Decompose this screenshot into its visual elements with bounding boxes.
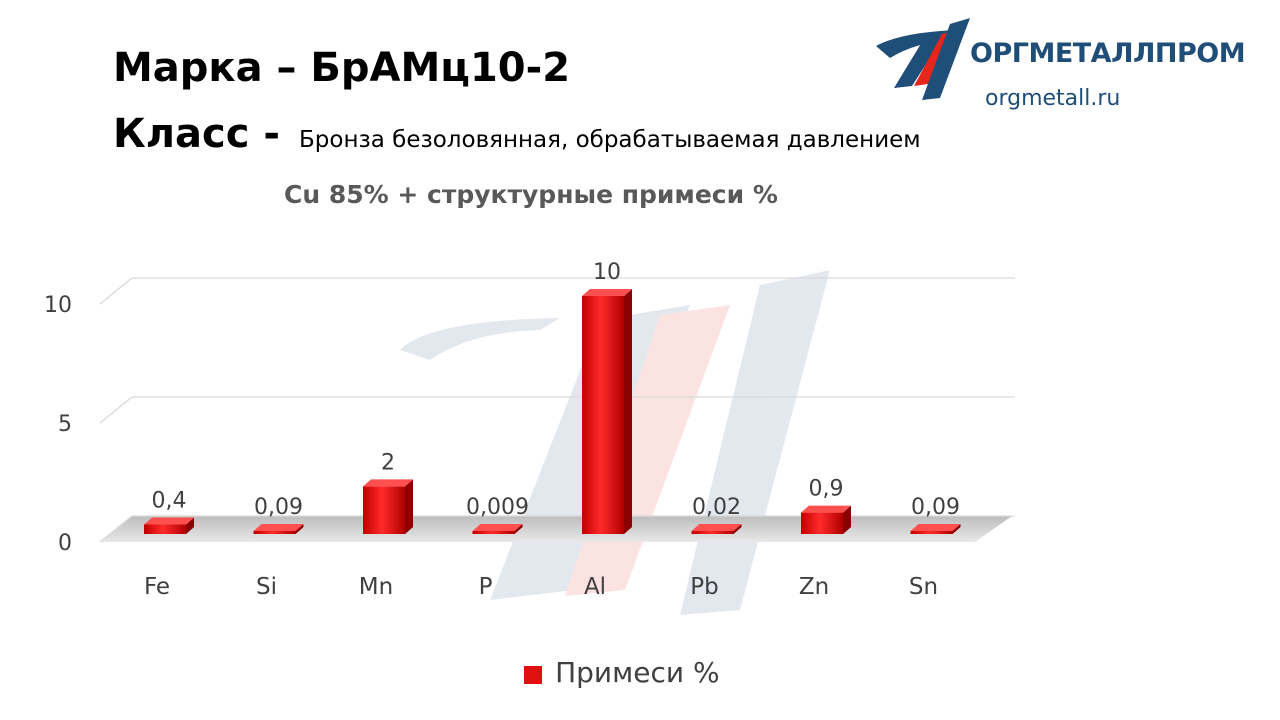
data-label: 0,009: [466, 495, 529, 520]
bar-top: [691, 524, 742, 531]
data-label: 0,02: [692, 495, 741, 520]
bar-side: [624, 289, 632, 534]
chart-grid: [99, 277, 1015, 543]
company-name: ОРГМЕТАЛЛПРОМ: [970, 38, 1246, 69]
bar-Al: [582, 296, 624, 534]
bar-P: [472, 531, 515, 534]
bar-Zn: [801, 512, 843, 534]
x-axis: Fe Si Mn P Al Pb Zn Sn: [144, 574, 938, 600]
bar-top: [801, 505, 851, 513]
bar-side: [514, 524, 523, 534]
bar-side: [843, 505, 851, 534]
bar-Mn: [363, 486, 405, 534]
data-label: 0,9: [809, 477, 844, 502]
legend-label: Примеси %: [555, 656, 720, 689]
chart-floor: [100, 516, 1012, 542]
data-label: 2: [381, 450, 395, 475]
data-label: 0,4: [152, 488, 187, 513]
page-title: Марка – БрАМц10-2: [113, 45, 571, 91]
y-axis: 0 5 10: [44, 293, 72, 556]
y-tick-label: 5: [58, 412, 72, 437]
bar-top: [253, 524, 304, 531]
bars: 0,4 0,09 2 0,009 10 0,02 0,9 0,09: [144, 260, 961, 534]
gridline-diagonal: [99, 515, 133, 543]
chart-legend: Примеси %: [524, 656, 720, 689]
company-logo-icon: [876, 18, 970, 100]
bar-side: [295, 524, 304, 534]
x-tick-label: Pb: [690, 574, 718, 600]
company-url[interactable]: orgmetall.ru: [985, 86, 1121, 111]
x-tick-label: Fe: [144, 574, 170, 600]
x-tick-label: Zn: [799, 574, 829, 600]
x-tick-label: Al: [584, 574, 606, 600]
class-value: Бронза безоловянная, обрабатываемая давл…: [299, 127, 921, 153]
bar-Sn: [910, 531, 953, 534]
bar-top: [910, 524, 961, 531]
y-tick-label: 0: [58, 531, 72, 556]
bar-top: [144, 517, 194, 525]
data-label: 10: [593, 260, 621, 285]
bar-side: [186, 517, 194, 534]
x-tick-label: Sn: [909, 574, 938, 600]
chart-title: Cu 85% + структурные примеси %: [284, 180, 778, 209]
bar-top: [472, 524, 523, 531]
x-tick-label: P: [479, 574, 493, 600]
bar-side: [952, 524, 961, 534]
class-label: Класс -: [113, 111, 280, 157]
gridline-diagonal: [99, 277, 133, 305]
x-tick-label: Mn: [359, 574, 393, 600]
bar-side: [733, 524, 742, 534]
data-label: 0,09: [254, 495, 303, 520]
bar-Fe: [144, 524, 186, 534]
class-line: Класс - Бронза безоловянная, обрабатывае…: [113, 110, 921, 158]
bar-top: [582, 289, 632, 296]
gridline-diagonal: [99, 396, 133, 424]
bar-Si: [253, 531, 296, 534]
bar-side: [405, 479, 413, 534]
y-tick-label: 10: [44, 293, 72, 318]
bar-top: [363, 479, 413, 487]
bar-Pb: [691, 531, 734, 534]
data-label: 0,09: [911, 495, 960, 520]
legend-swatch: [524, 665, 542, 684]
x-tick-label: Si: [256, 574, 277, 600]
